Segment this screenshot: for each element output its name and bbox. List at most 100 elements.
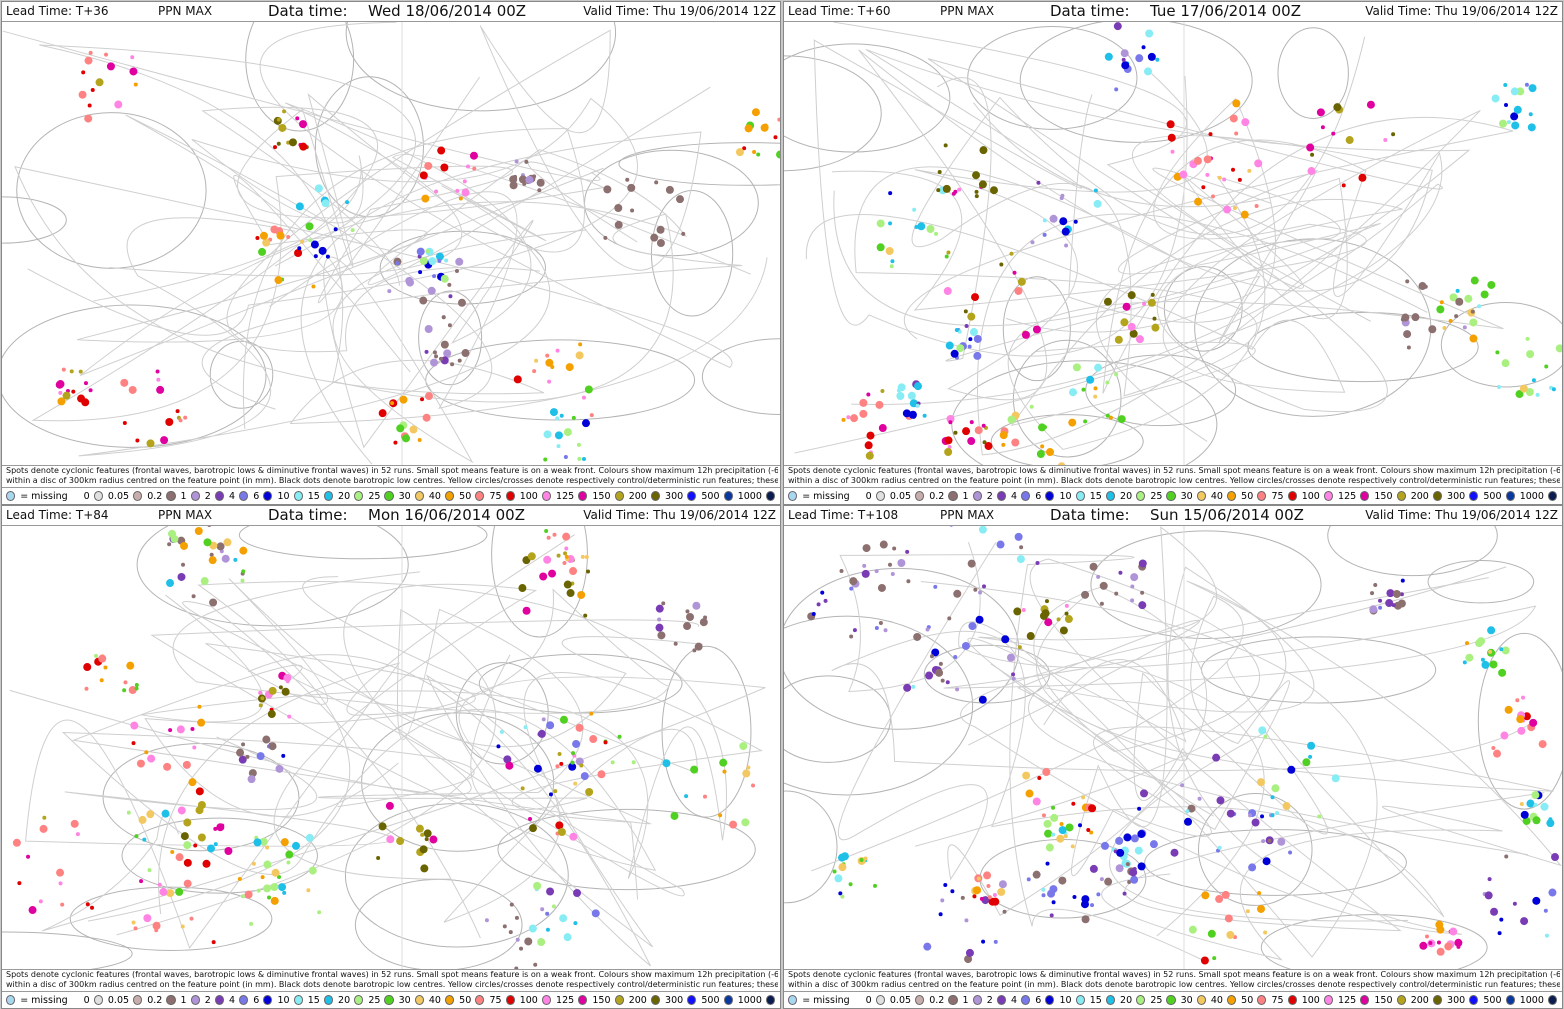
- feature-spot: [440, 163, 448, 171]
- feature-spot: [1383, 138, 1387, 142]
- feature-spot: [849, 587, 853, 591]
- legend-label: 25: [1150, 491, 1162, 502]
- feature-spot: [1497, 385, 1501, 389]
- feature-spot: [1525, 83, 1529, 87]
- feature-spot: [63, 392, 71, 400]
- feature-spot: [979, 146, 987, 154]
- legend-label: 0.2: [147, 995, 162, 1006]
- feature-spot: [1401, 579, 1405, 583]
- feature-spot: [1000, 431, 1008, 439]
- feature-spot: [279, 685, 283, 689]
- feature-spot: [1307, 167, 1315, 175]
- legend-label: = missing: [20, 491, 67, 502]
- feature-spot: [833, 870, 837, 874]
- feature-spot: [965, 324, 969, 328]
- feature-spot: [676, 195, 684, 203]
- legend-swatch: [1106, 995, 1115, 1005]
- feature-spot: [1144, 67, 1152, 75]
- feature-spot: [114, 101, 122, 109]
- feature-spot: [523, 607, 531, 615]
- feature-spot: [1477, 304, 1481, 308]
- feature-spot: [549, 792, 553, 796]
- feature-spot: [57, 380, 65, 388]
- feature-spot: [418, 270, 422, 274]
- feature-spot: [812, 612, 816, 616]
- feature-spot: [564, 428, 572, 436]
- feature-spot: [463, 179, 467, 183]
- feature-spot: [1013, 607, 1021, 615]
- feature-spot: [245, 755, 249, 759]
- feature-spot: [1385, 599, 1393, 607]
- feature-spot: [604, 740, 608, 744]
- feature-spot: [573, 889, 581, 897]
- feature-spot: [703, 795, 707, 799]
- isobar: [702, 339, 780, 415]
- feature-spot: [190, 917, 194, 921]
- feature-spot: [248, 775, 256, 783]
- feature-spot: [1263, 735, 1267, 739]
- feature-spot: [736, 148, 744, 156]
- feature-spot: [1248, 813, 1252, 817]
- isobar: [1428, 560, 1534, 602]
- lead-time: Lead Time: T+108: [788, 508, 898, 522]
- feature-spot: [1556, 344, 1562, 352]
- feature-spot: [1212, 956, 1216, 960]
- feature-spot: [1045, 599, 1049, 603]
- feature-spot: [1317, 815, 1321, 819]
- feature-spot: [558, 752, 562, 756]
- isobar: [1198, 794, 1312, 906]
- legend-swatch: [263, 491, 272, 501]
- feature-spot: [1208, 132, 1212, 136]
- feature-spot: [1475, 639, 1483, 647]
- feature-spot: [81, 398, 89, 406]
- isobar: [1091, 531, 1321, 639]
- feature-spot: [1532, 378, 1536, 382]
- feature-spot: [79, 91, 87, 99]
- feature-spot: [177, 725, 185, 733]
- feature-spot: [862, 564, 866, 568]
- feature-spot: [260, 696, 264, 700]
- feature-spot: [977, 877, 981, 881]
- feature-spot: [556, 349, 560, 353]
- feature-spot: [282, 891, 286, 895]
- feature-spot: [269, 742, 277, 750]
- feature-spot: [611, 760, 615, 764]
- legend-swatch: [651, 995, 660, 1005]
- legend-swatch: [1045, 995, 1054, 1005]
- feature-spot: [439, 357, 443, 361]
- caption-line: within a disc of 300km radius centred on…: [6, 476, 778, 486]
- feature-spot: [60, 903, 64, 907]
- caption: Spots denote cyclonic features (frontal …: [6, 466, 778, 486]
- feature-spot: [509, 930, 513, 934]
- feature-spot: [903, 409, 911, 417]
- feature-spot: [207, 525, 211, 527]
- feature-spot: [420, 171, 428, 179]
- feature-spot: [859, 410, 867, 418]
- feature-spot: [1514, 106, 1522, 114]
- feature-spot: [1306, 144, 1314, 152]
- feature-spot: [681, 232, 685, 236]
- legend-label: 0: [84, 491, 90, 502]
- feature-spot: [71, 820, 79, 828]
- feature-spot: [462, 189, 470, 197]
- feature-spot: [537, 179, 545, 187]
- caption-line: within a disc of 300km radius centred on…: [6, 980, 778, 990]
- feature-spot: [817, 602, 821, 606]
- feature-spot: [913, 633, 921, 641]
- feature-spot: [552, 904, 556, 908]
- feature-spot: [417, 248, 425, 256]
- feature-spot: [632, 760, 636, 764]
- feature-spot: [1515, 698, 1519, 702]
- feature-spot: [912, 208, 916, 212]
- feature-spot: [299, 143, 307, 151]
- coastline: [63, 620, 698, 875]
- feature-spot: [950, 889, 954, 893]
- feature-spot: [254, 838, 262, 846]
- feature-spot: [1499, 120, 1507, 128]
- feature-spot: [197, 525, 205, 526]
- feature-spot: [425, 392, 433, 400]
- feature-spot: [513, 175, 517, 179]
- legend-swatch: [6, 995, 15, 1005]
- feature-spot: [1260, 814, 1264, 818]
